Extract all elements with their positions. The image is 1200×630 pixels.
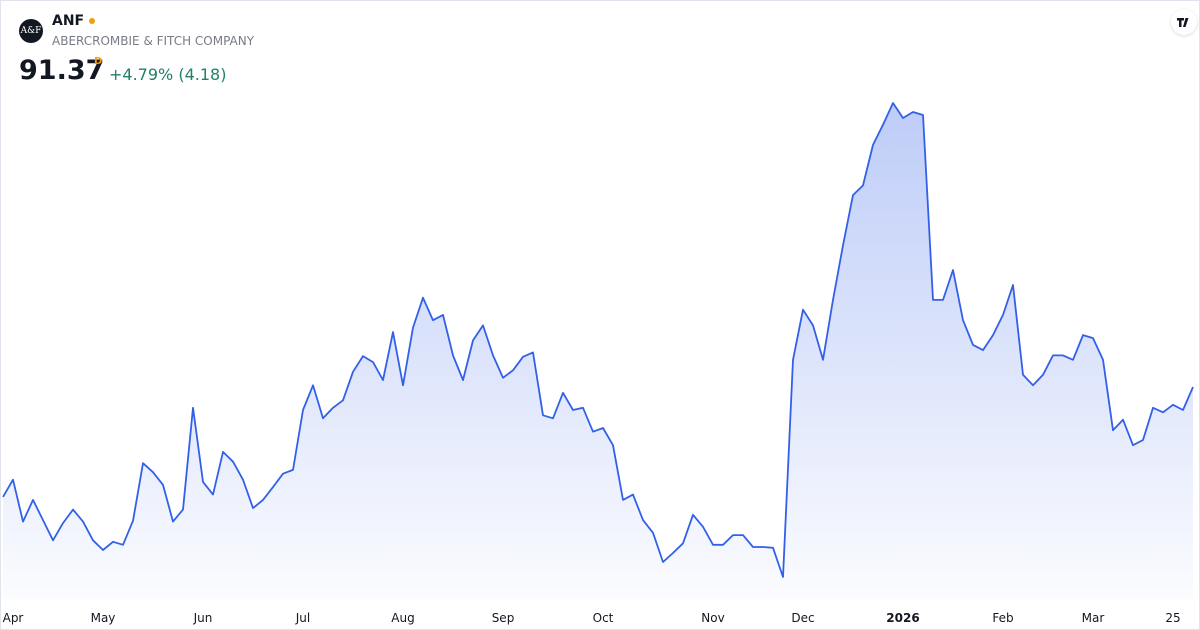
- interval: D: [94, 56, 103, 67]
- tradingview-icon: [1177, 18, 1189, 27]
- x-tick-label: 25: [1165, 611, 1180, 625]
- symbol-row: ANF: [52, 13, 96, 29]
- company-name: ABERCROMBIE & FITCH COMPANY: [52, 34, 255, 48]
- price: 91.37: [19, 55, 105, 86]
- change: +4.79% (4.18): [109, 65, 227, 84]
- x-tick-label: May: [91, 611, 116, 625]
- status-dot: [89, 18, 96, 24]
- x-tick-label: Aug: [391, 611, 414, 625]
- x-tick-label: Jun: [193, 611, 213, 625]
- x-tick-label: Apr: [3, 611, 24, 625]
- price-line: [2, 102, 1194, 578]
- logo: A&F: [19, 19, 43, 43]
- area-fill: [3, 103, 1193, 599]
- x-tick-label: Nov: [701, 611, 724, 625]
- x-tick-label: Feb: [992, 611, 1013, 625]
- symbol: ANF: [52, 13, 85, 29]
- x-tick-label: Mar: [1082, 611, 1105, 625]
- x-tick-label: Jul: [295, 611, 310, 625]
- tradingview-logo[interactable]: [1171, 9, 1197, 35]
- x-tick-label: Oct: [593, 611, 614, 625]
- x-tick-label: Sep: [492, 611, 515, 625]
- x-tick-label: Dec: [791, 611, 814, 625]
- x-tick-label: 2026: [886, 611, 919, 625]
